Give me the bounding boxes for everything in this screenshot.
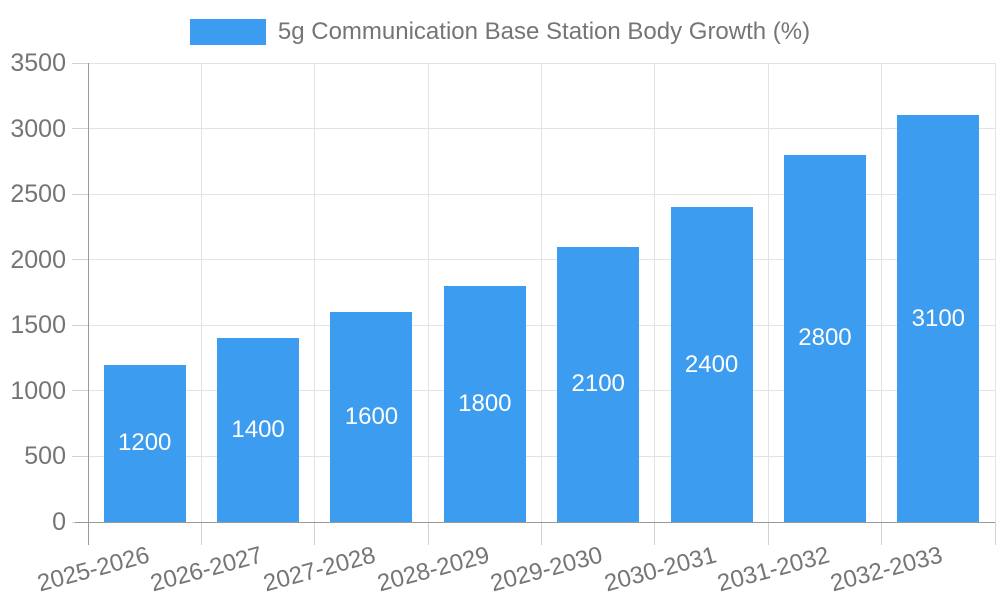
y-axis-tick <box>72 390 88 392</box>
x-gridline <box>314 63 316 522</box>
bar-value-label: 1800 <box>458 389 512 417</box>
x-axis-tick <box>767 522 769 545</box>
y-axis-tick <box>72 324 88 326</box>
y-axis-tick <box>72 128 88 130</box>
bar-value-label: 3100 <box>911 304 966 332</box>
y-axis-label: 1000 <box>10 376 66 405</box>
y-axis-label: 3000 <box>10 114 66 143</box>
x-axis-tick <box>314 522 316 545</box>
bar[interactable] <box>897 115 980 522</box>
x-axis-tick <box>427 522 429 545</box>
bar-value-label: 2800 <box>798 324 852 352</box>
x-axis-tick <box>541 522 542 545</box>
legend-label: 5g Communication Base Station Body Growt… <box>277 18 811 45</box>
y-axis-tick <box>72 62 88 64</box>
x-gridline <box>541 63 542 522</box>
bar-value-label: 2100 <box>571 370 625 398</box>
x-axis-line <box>75 521 995 523</box>
bar[interactable] <box>670 207 753 522</box>
y-axis-label: 3500 <box>10 49 66 77</box>
legend-swatch <box>189 19 266 45</box>
y-axis-label: 500 <box>24 442 66 471</box>
y-axis-label: 2000 <box>10 245 66 274</box>
x-gridline <box>200 63 202 522</box>
bar[interactable] <box>783 154 866 522</box>
bar-value-label: 1400 <box>231 416 285 444</box>
x-gridline <box>767 63 769 522</box>
y-axis-label: 2500 <box>10 180 66 209</box>
x-gridline <box>427 63 429 522</box>
y-axis-tick <box>72 193 88 195</box>
x-axis-tick <box>994 522 996 545</box>
y-axis-tick <box>72 455 88 457</box>
x-axis-tick <box>654 522 656 545</box>
x-gridline <box>881 63 883 522</box>
bar[interactable] <box>330 312 413 522</box>
bar-value-label: 2400 <box>684 350 739 378</box>
x-axis-tick <box>881 522 883 545</box>
y-axis-label: 1500 <box>10 311 66 340</box>
bar[interactable] <box>103 364 186 522</box>
y-axis-line <box>87 63 89 545</box>
y-axis-tick <box>72 259 88 261</box>
bar[interactable] <box>443 285 526 522</box>
x-gridline <box>654 63 656 522</box>
bar[interactable] <box>557 246 640 522</box>
bar[interactable] <box>217 338 300 522</box>
x-gridline <box>994 63 996 522</box>
legend[interactable]: 5g Communication Base Station Body Growt… <box>0 19 1000 45</box>
bar-value-label: 1200 <box>117 429 172 457</box>
bar-value-label: 1600 <box>344 403 399 431</box>
y-axis-label: 0 <box>52 508 66 536</box>
x-axis-tick <box>200 522 202 545</box>
